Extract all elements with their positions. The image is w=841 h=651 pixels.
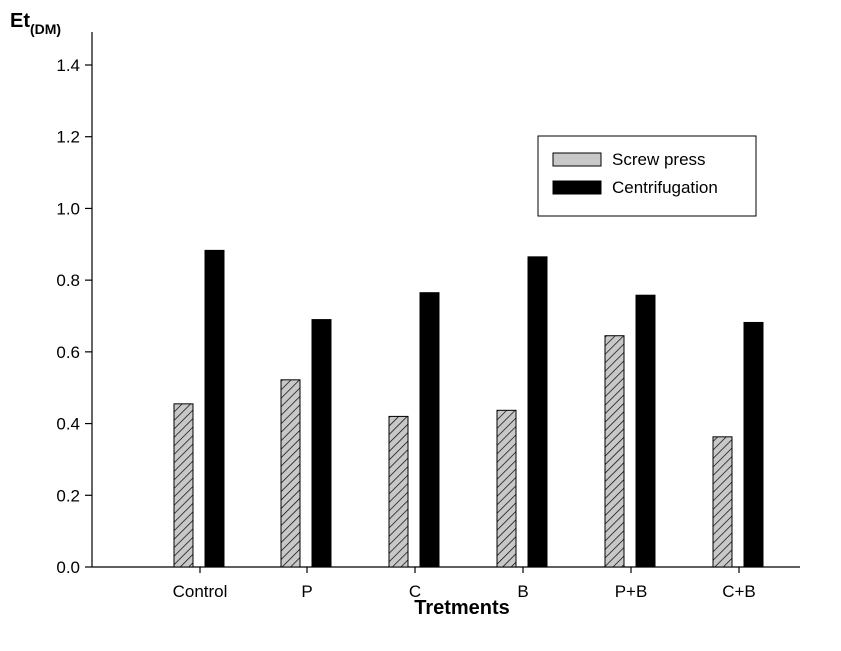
x-tick-label: B <box>517 582 528 601</box>
bar-screw-press <box>712 436 733 568</box>
bars <box>173 249 764 568</box>
y-tick-label: 0.8 <box>56 271 80 290</box>
bar-screw-press <box>496 409 517 568</box>
x-tick-label: C <box>409 582 421 601</box>
x-tick-label: P+B <box>615 582 648 601</box>
x-tick-label: P <box>301 582 312 601</box>
bar-centrifugation <box>527 256 548 568</box>
y-axis-title: Et(DM) <box>10 10 61 37</box>
legend-label: Centrifugation <box>612 178 718 197</box>
y-tick-label: 0.6 <box>56 343 80 362</box>
bar-screw-press <box>388 415 409 568</box>
x-tick-label: Control <box>173 582 228 601</box>
bar-centrifugation <box>635 294 656 568</box>
legend-box <box>537 135 757 217</box>
bar-screw-press <box>604 335 625 568</box>
y-axis-title-sub: (DM) <box>30 21 61 37</box>
bar-screw-press <box>173 403 194 568</box>
bar-centrifugation <box>311 319 332 568</box>
legend-label: Screw press <box>612 150 706 169</box>
legend-swatch-screw-press <box>552 152 602 167</box>
x-axis-title: Tretments <box>414 597 510 619</box>
y-tick-label: 0.2 <box>56 486 80 505</box>
y-tick-label: 1.0 <box>56 199 80 218</box>
y-tick-label: 0.0 <box>56 558 80 577</box>
y-tick-label: 1.2 <box>56 128 80 147</box>
legend: Screw press Centrifugation <box>537 135 757 217</box>
y-axis-title-main: Et <box>10 10 30 32</box>
labels: 0.0 0.2 0.4 0.6 0.8 1.0 1.2 1.4 Et(DM) Control P C B… <box>10 10 756 619</box>
bar-screw-press <box>280 379 301 568</box>
y-tick-label: 0.4 <box>56 415 80 434</box>
bar-centrifugation <box>204 249 225 568</box>
bar-centrifugation <box>419 292 440 568</box>
x-tick-label: C+B <box>722 582 756 601</box>
y-tick-label: 1.4 <box>56 56 80 75</box>
bar-centrifugation <box>743 321 764 568</box>
legend-swatch-centrifugation <box>552 180 602 195</box>
